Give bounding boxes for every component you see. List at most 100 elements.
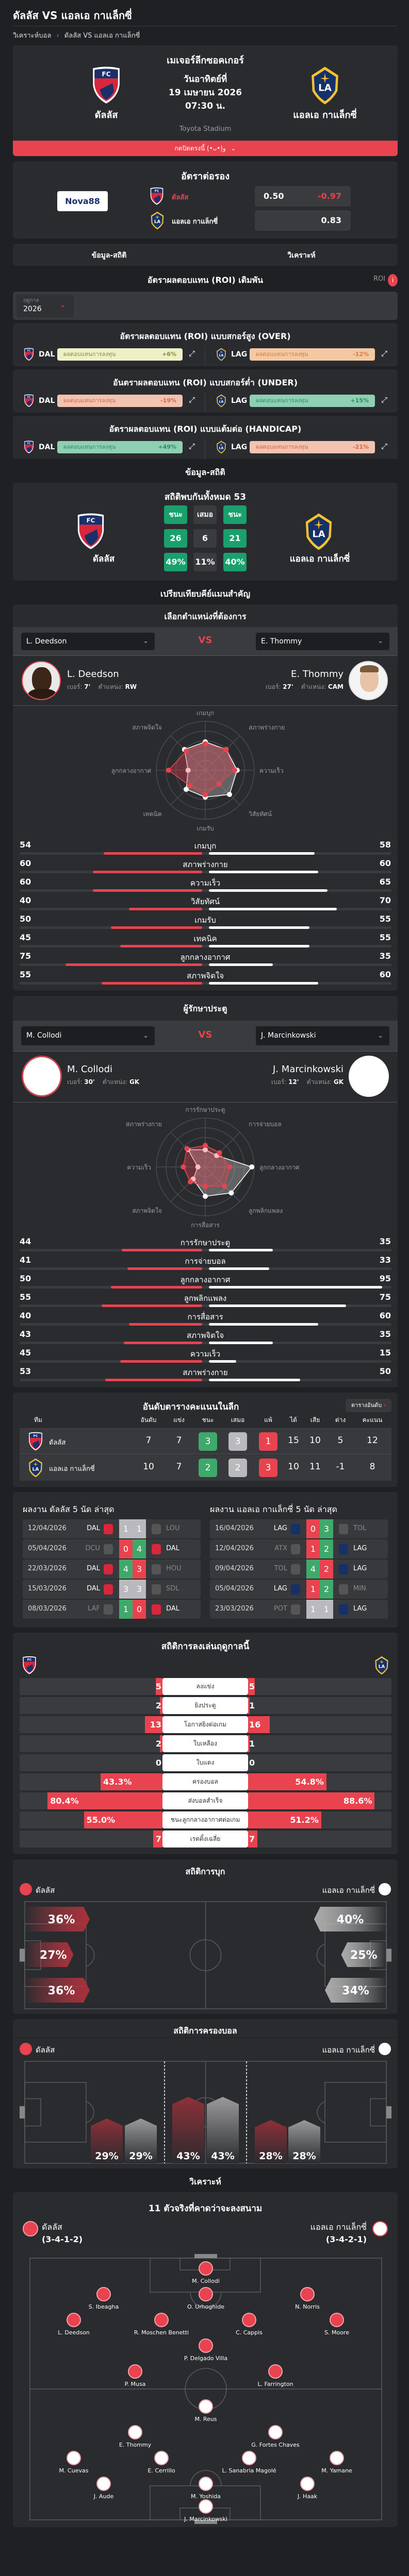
- player-marker[interactable]: [300, 2477, 315, 2491]
- odds-home-box[interactable]: 0.50 -0.97: [255, 186, 351, 207]
- match-row[interactable]: 12/04/2026 DAL 1 1 LOU: [23, 1519, 201, 1538]
- away-stat-bar: [248, 1716, 270, 1733]
- away-player-select[interactable]: E. Thommy ⌄: [256, 633, 389, 650]
- page-title: ดัลลัส VS แอลเอ กาแล็กซี่: [13, 9, 132, 22]
- away-form-title: ผลงาน แอลเอ กาแล็กซี่ 5 นัด ล่าสุด: [210, 1504, 337, 1514]
- away-stat-bar: [209, 871, 319, 873]
- away-gk-name: J. Marcinkowski: [273, 1064, 343, 1075]
- player-marker[interactable]: [154, 2451, 169, 2465]
- match-row[interactable]: 09/04/2026 TOL 4 2 LAG: [210, 1560, 388, 1579]
- player-marker[interactable]: [128, 2425, 142, 2439]
- home-team-logo: [291, 1524, 300, 1534]
- player-marker[interactable]: [330, 2313, 344, 2327]
- home-gk-avatar: [22, 1056, 62, 1097]
- chevron-down-icon: ⌄: [60, 301, 66, 309]
- stat-label: สภาพจิตใจ: [187, 1331, 224, 1340]
- player-marker[interactable]: [96, 2477, 111, 2491]
- tab-analysis[interactable]: วิเคราะห์: [287, 251, 316, 260]
- season-select[interactable]: ฤดูกาล 2026 ⌄: [17, 295, 74, 317]
- table-row[interactable]: ดัลลัส 7 7 3 3 1 15 10 5 12: [20, 1429, 391, 1454]
- breadcrumb-home[interactable]: วิเคราะห์บอล: [13, 32, 52, 40]
- match-row[interactable]: 05/04/2026 LAG 1 2 MIN: [210, 1580, 388, 1599]
- odds-away-box[interactable]: 0.83: [255, 210, 351, 231]
- radar-axis-label: สภาพร่างกาย: [126, 1121, 162, 1128]
- player-marker[interactable]: [199, 2477, 213, 2491]
- expand-icon[interactable]: ⤢: [381, 395, 388, 404]
- info-icon[interactable]: i: [388, 274, 398, 286]
- home-stat-bar: [101, 1773, 162, 1790]
- player-marker[interactable]: [242, 2451, 256, 2465]
- match-row[interactable]: 12/04/2026 ATX 1 2 LAG: [210, 1539, 388, 1558]
- match-row[interactable]: 08/03/2026 LAF 1 0 DAL: [23, 1600, 201, 1619]
- player-marker[interactable]: [199, 2399, 213, 2414]
- player-marker[interactable]: [128, 2364, 142, 2379]
- tab-stats[interactable]: ข้อมูล-สถิติ: [91, 251, 127, 260]
- standings-button[interactable]: ตารางอันดับ ›: [346, 1399, 391, 1412]
- home-gk-select[interactable]: M. Collodi ⌄: [21, 1026, 155, 1045]
- match-date: 16/04/2026: [215, 1524, 254, 1532]
- home-legend-label: ดัลลัส: [36, 2045, 55, 2055]
- player-marker[interactable]: [242, 2313, 256, 2327]
- chevron-down-icon: ⌄: [378, 1032, 383, 1040]
- radar-axis-label: การจ่ายบอล: [249, 1121, 281, 1128]
- player-marker[interactable]: [268, 2364, 283, 2379]
- match-row[interactable]: 16/04/2026 LAG 0 3 TOL: [210, 1519, 388, 1538]
- season-filter: ฤดูกาล 2026 ⌄: [13, 292, 398, 320]
- home-roi-bar[interactable]: ผลตอบแทนการลงทุน +6%: [57, 348, 183, 361]
- match-row[interactable]: 15/03/2026 DAL 3 3 SDL: [23, 1580, 201, 1599]
- expand-icon[interactable]: ⤢: [381, 442, 388, 451]
- bookmaker-logo[interactable]: Nova88: [57, 191, 108, 211]
- expand-icon[interactable]: ⤢: [381, 349, 388, 358]
- collapse-toggle[interactable]: กดปิดตรงนี้ (•ᴗ•)و ⌄: [13, 141, 398, 156]
- player-marker[interactable]: [67, 2451, 81, 2465]
- home-player-select[interactable]: L. Deedson ⌄: [21, 633, 155, 650]
- home-attack-arrow: [25, 1942, 74, 1967]
- player-marker[interactable]: [199, 2338, 213, 2353]
- player-marker[interactable]: [199, 2261, 213, 2276]
- home-team-abbr: DAL: [39, 397, 55, 405]
- away-gk-select[interactable]: J. Marcinkowski ⌄: [256, 1026, 389, 1045]
- match-date: 05/04/2026: [28, 1545, 67, 1552]
- player-marker[interactable]: [96, 2287, 111, 2301]
- away-roi-bar[interactable]: ผลตอบแทนการลงทุน +15%: [250, 395, 375, 407]
- away-team-abbr: LAG: [231, 350, 248, 359]
- draws-badge: 2: [228, 1459, 247, 1477]
- player-marker[interactable]: [330, 2451, 344, 2465]
- away-roi-bar[interactable]: ผลตอบแทนการลงทุน -21%: [250, 441, 375, 453]
- match-row[interactable]: 23/03/2026 POT 1 1 LAG: [210, 1600, 388, 1619]
- expand-icon[interactable]: ⤢: [189, 349, 195, 358]
- stat-label: การรักษาประตู: [180, 1238, 231, 1247]
- expand-icon[interactable]: ⤢: [189, 442, 195, 451]
- stat-away-value: 50: [379, 1366, 391, 1376]
- match-row[interactable]: 05/04/2026 DCU 0 4 DAL: [23, 1539, 201, 1558]
- match-row[interactable]: 22/03/2026 DAL 4 3 HOU: [23, 1560, 201, 1579]
- column-header: แข่ง: [173, 1416, 185, 1423]
- player-marker[interactable]: [300, 2287, 315, 2301]
- player-marker[interactable]: [268, 2425, 283, 2439]
- player-marker[interactable]: [67, 2313, 81, 2327]
- away-stat-value: 7: [249, 1834, 255, 1844]
- stat-label: ความเร็ว: [190, 878, 221, 888]
- player-name: J. Marcinkowski: [184, 2516, 227, 2522]
- home-stat-value: 13: [150, 1720, 161, 1730]
- roi-value: +15%: [350, 397, 369, 404]
- expand-icon[interactable]: ⤢: [189, 395, 195, 404]
- player-name: J. Aude: [93, 2493, 114, 2500]
- radar-axis-label: สภาพจิตใจ: [132, 724, 162, 731]
- home-roi-bar[interactable]: ผลตอบแทนการลงทุน +49%: [57, 441, 183, 453]
- away-roi-bar[interactable]: ผลตอบแทนการลงทุน -12%: [250, 348, 375, 361]
- player-marker[interactable]: [199, 2287, 213, 2301]
- stat-row: โอกาสยิงต่อเกม 13 16: [20, 1716, 391, 1733]
- table-row[interactable]: แอลเอ กาแล็กซี่ 10 7 2 2 3 10 11 -1 8: [20, 1455, 391, 1481]
- column-header: ได้: [290, 1416, 297, 1423]
- player-marker[interactable]: [154, 2313, 169, 2327]
- stat-label: ชนะลูกกลางอากาศต่อเกม: [162, 1811, 248, 1828]
- player-marker[interactable]: [199, 2499, 213, 2514]
- away-odds-value: 0.83: [321, 215, 341, 225]
- home-team-name: ดัลลัส: [94, 110, 118, 121]
- home-roi-bar[interactable]: ผลตอบแทนการลงทุน -19%: [57, 395, 183, 407]
- stat-home-value: 60: [20, 877, 31, 887]
- home-team-logo: [148, 187, 166, 206]
- player-name: M. Cuevas: [59, 2467, 89, 2474]
- home-team-abbr: DCU: [85, 1545, 100, 1552]
